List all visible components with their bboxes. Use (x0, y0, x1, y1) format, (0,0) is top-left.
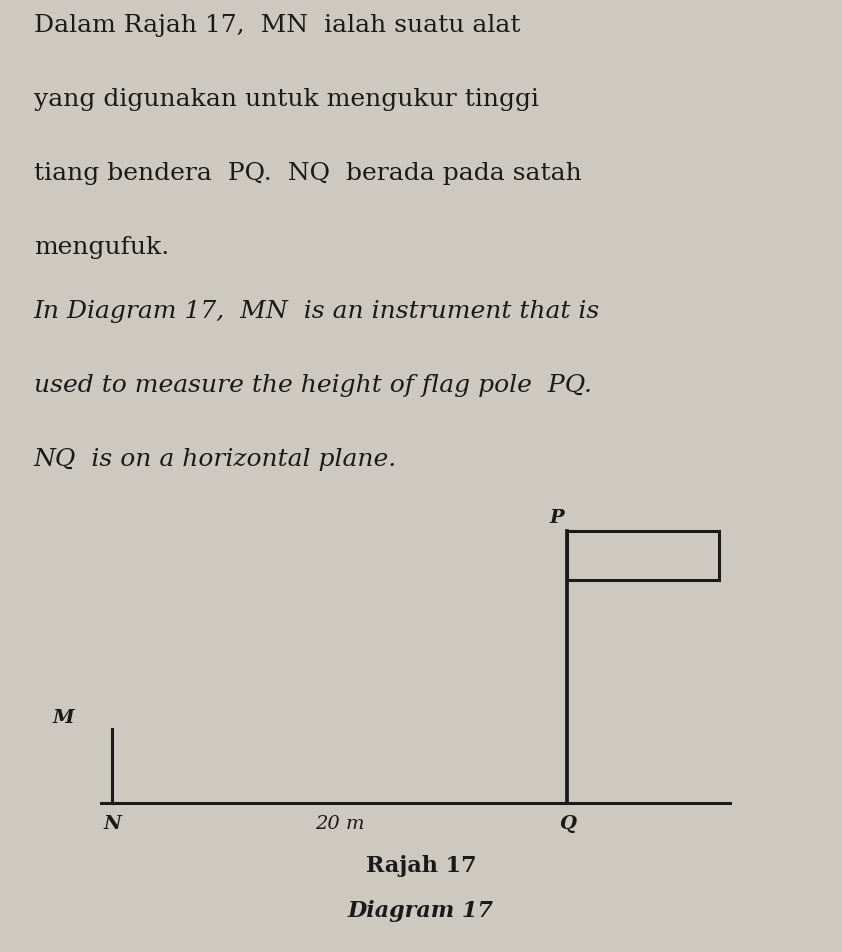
Text: Dalam Rajah 17,  MN  ialah suatu alat: Dalam Rajah 17, MN ialah suatu alat (34, 14, 520, 37)
Text: yang digunakan untuk mengukur tinggi: yang digunakan untuk mengukur tinggi (34, 89, 539, 111)
Text: Diagram 17: Diagram 17 (348, 900, 494, 922)
Text: used to measure the height of flag pole  PQ.: used to measure the height of flag pole … (34, 373, 592, 397)
Text: P: P (549, 508, 564, 526)
Text: tiang bendera  PQ.  NQ  berada pada satah: tiang bendera PQ. NQ berada pada satah (34, 162, 582, 185)
Text: In Diagram 17,  MN  is an instrument that is: In Diagram 17, MN is an instrument that … (34, 300, 600, 323)
Text: M: M (52, 708, 74, 726)
Text: Rajah 17: Rajah 17 (365, 855, 477, 877)
Text: NQ  is on a horizontal plane.: NQ is on a horizontal plane. (34, 447, 397, 470)
Text: Q: Q (559, 814, 576, 832)
Bar (568, 531, 719, 581)
Text: mengufuk.: mengufuk. (34, 236, 169, 259)
Text: 20 m: 20 m (315, 814, 365, 832)
Text: N: N (103, 814, 121, 832)
